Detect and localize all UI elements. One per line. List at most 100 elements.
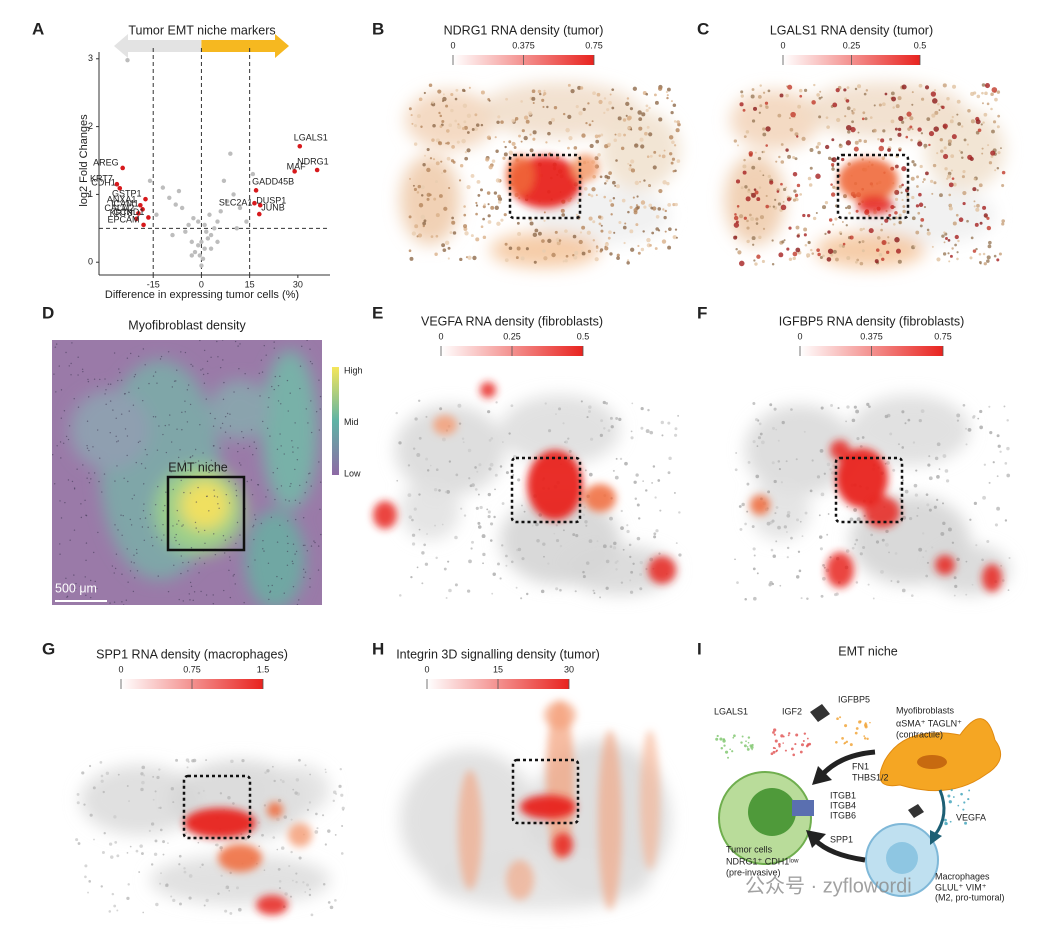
cell-dot [263, 869, 266, 871]
cell-dot [960, 151, 964, 154]
cell-dot [534, 228, 539, 233]
cell-dot [615, 568, 618, 571]
cell-dot [187, 561, 190, 564]
colorbar-tick-label: 0.375 [512, 40, 535, 50]
cell-dot [129, 845, 132, 848]
cell-dot [646, 125, 650, 129]
arrowhead [930, 830, 942, 845]
cell-dot [851, 120, 854, 124]
cell-dot [413, 507, 417, 511]
cell-dot [796, 518, 799, 522]
cell-dot [609, 416, 613, 420]
cell-dot [611, 88, 615, 92]
cell-dot [309, 348, 311, 350]
cell-dot [866, 737, 869, 740]
cell-dot [880, 228, 883, 232]
cell-dot [224, 431, 227, 433]
cell-dot [517, 232, 522, 236]
cell-dot [895, 104, 900, 109]
cell-dot [199, 340, 201, 342]
panel-title: Myofibroblast density [128, 318, 246, 332]
cell-dot [612, 546, 617, 550]
cell-dot [941, 502, 945, 505]
cell-dot [114, 567, 117, 570]
cell-dot [926, 561, 930, 564]
cell-dot [737, 250, 742, 255]
cell-dot [916, 175, 919, 179]
cell-dot [434, 252, 438, 257]
cell-dot [648, 132, 653, 137]
cell-dot [962, 201, 966, 206]
cell-dot [926, 503, 930, 507]
cell-dot [902, 205, 906, 208]
cell-dot [904, 116, 907, 120]
cell-dot [799, 750, 803, 754]
cell-dot [295, 778, 300, 782]
cell-dot [906, 111, 912, 117]
cell-dot [884, 414, 889, 419]
cell-dot [181, 429, 183, 431]
cell-dot [733, 734, 736, 738]
myofibroblast [879, 718, 1002, 792]
watermark: 公众号 · zyflowordi [745, 874, 912, 897]
cell-dot [773, 479, 777, 484]
cell-dot [139, 518, 141, 520]
cell-dot [197, 531, 200, 533]
cell-dot [775, 428, 778, 431]
cell-dot [799, 520, 802, 523]
cell-dot [478, 463, 482, 467]
cell-dot [466, 148, 471, 153]
cell-dot [480, 225, 484, 229]
cell-dot [190, 585, 193, 588]
cell-dot [448, 186, 451, 190]
cell-dot [868, 228, 874, 234]
cell-dot [951, 115, 954, 119]
cell-dot [996, 258, 1000, 262]
cell-dot [675, 236, 678, 239]
cell-dot [273, 341, 275, 343]
cell-dot [411, 231, 416, 236]
cell-dot [824, 232, 827, 236]
cell-dot [762, 150, 766, 154]
cell-dot [669, 152, 673, 156]
cell-dot [99, 761, 103, 764]
cell-dot [1000, 565, 1002, 567]
cell-dot [559, 588, 562, 592]
cell-dot [658, 117, 663, 122]
cell-dot [996, 506, 1001, 511]
cell-dot [829, 468, 832, 471]
cell-dot [139, 440, 141, 443]
cell-dot [608, 100, 612, 105]
cell-dot [146, 453, 148, 456]
cell-dot [668, 456, 672, 461]
y-tick-label: 2 [88, 121, 93, 131]
cell-dot [626, 259, 630, 262]
diagram-label: ITGB1 [830, 790, 856, 800]
cell-dot [411, 533, 416, 537]
cell-dot [309, 360, 312, 363]
cell-dot [1007, 589, 1010, 591]
cell-dot [962, 190, 967, 196]
cell-dot [113, 904, 117, 908]
cell-dot [494, 488, 496, 491]
cell-dot [485, 157, 490, 162]
cell-dot [936, 498, 939, 502]
cell-dot [516, 246, 521, 251]
diagram-label: VEGFA [956, 812, 986, 822]
cell-dot [889, 137, 893, 141]
cell-dot [310, 431, 313, 434]
density-blob [584, 484, 616, 512]
density-blob [730, 90, 820, 150]
cell-dot [159, 806, 162, 810]
cell-dot [735, 220, 739, 224]
cell-dot [640, 144, 645, 149]
cell-dot [854, 731, 858, 735]
cell-dot [740, 94, 744, 98]
cell-dot [189, 492, 192, 494]
cell-dot [265, 354, 267, 356]
cell-dot [898, 221, 902, 224]
cell-dot [154, 525, 157, 527]
marker-point [120, 165, 125, 171]
cell-dot [487, 214, 491, 218]
cell-dot [306, 808, 310, 811]
